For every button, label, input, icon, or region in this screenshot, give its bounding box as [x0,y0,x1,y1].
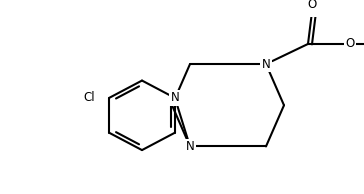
Text: N: N [170,91,179,104]
Text: N: N [186,140,194,153]
Text: O: O [307,0,317,11]
Text: O: O [345,37,355,50]
Text: Cl: Cl [83,91,95,104]
Text: N: N [262,58,270,71]
